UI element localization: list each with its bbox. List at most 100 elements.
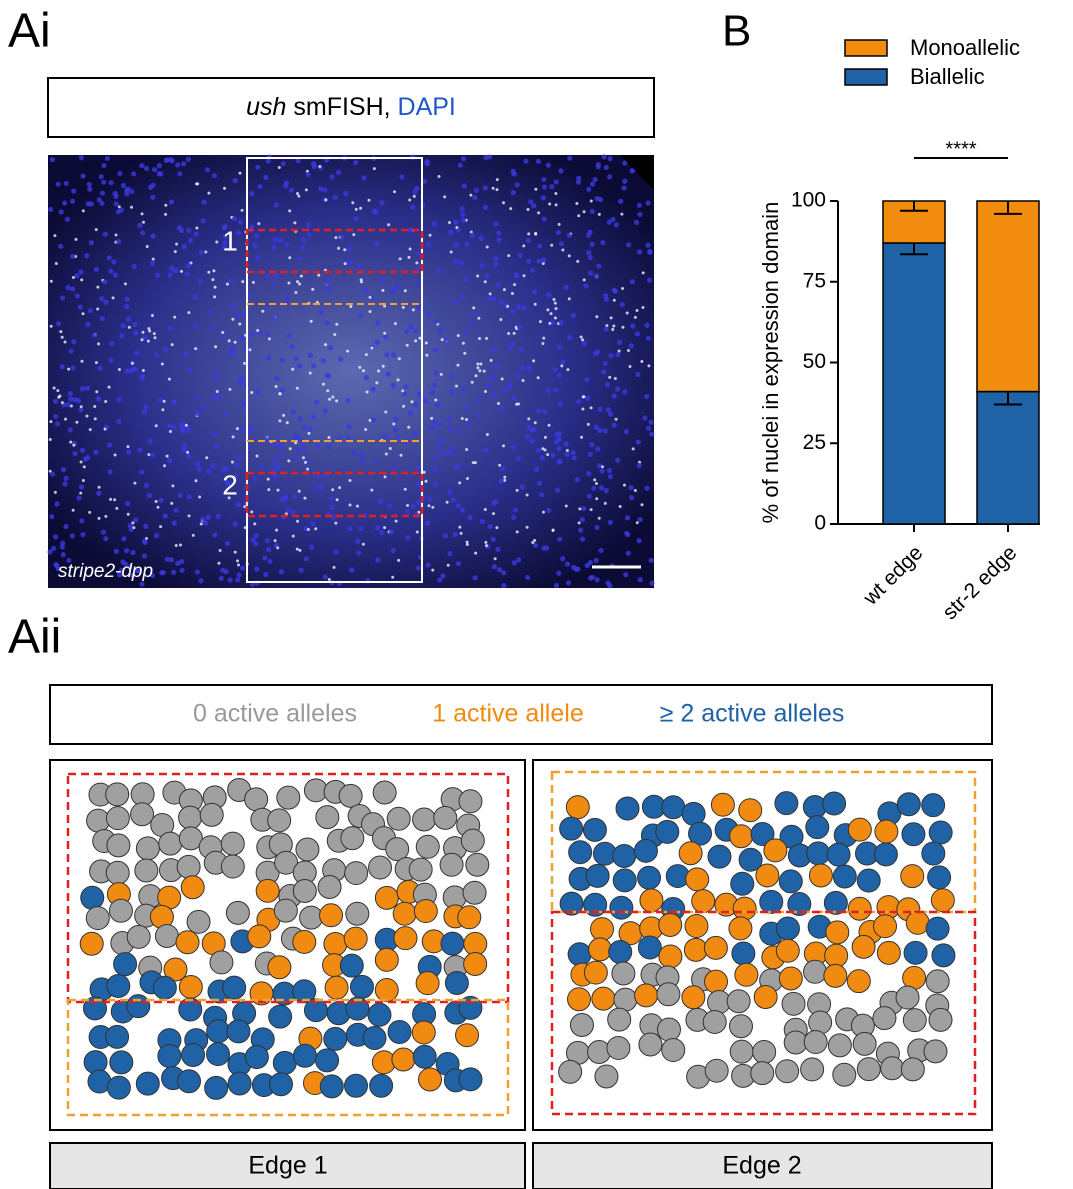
nucleus-dot — [98, 366, 103, 371]
cell — [344, 1074, 367, 1097]
nucleus-dot — [382, 434, 387, 439]
nucleus-dot — [72, 451, 77, 456]
nucleus-dot — [296, 192, 299, 195]
nucleus-dot — [167, 423, 172, 428]
cell — [833, 1063, 856, 1086]
nucleus-dot — [255, 165, 260, 170]
nucleus-dot — [402, 391, 407, 396]
cell — [731, 872, 754, 895]
nucleus-dot — [124, 282, 127, 285]
nucleus-dot — [130, 206, 133, 209]
nucleus-dot — [426, 242, 431, 247]
nucleus-dot — [168, 378, 171, 381]
nucleus-dot — [155, 273, 160, 278]
nucleus-dot — [263, 175, 268, 180]
nucleus-dot — [142, 369, 145, 372]
nucleus-dot — [71, 188, 76, 193]
nucleus-dot — [101, 180, 106, 185]
nucleus-dot — [299, 568, 304, 573]
cell — [901, 865, 924, 888]
nucleus-dot — [556, 459, 561, 464]
nucleus-dot — [124, 297, 129, 302]
nucleus-dot — [478, 337, 481, 340]
nucleus-dot — [537, 481, 542, 486]
nucleus-dot — [346, 424, 351, 429]
nucleus-dot — [309, 372, 312, 375]
nucleus-dot — [578, 528, 583, 533]
nucleus-dot — [63, 476, 68, 481]
cell — [639, 1033, 662, 1056]
nucleus-dot — [596, 264, 601, 269]
nucleus-dot — [132, 264, 137, 269]
nucleus-dot — [517, 325, 522, 330]
nucleus-dot — [408, 410, 413, 415]
nucleus-dot — [150, 233, 155, 238]
nucleus-dot — [260, 463, 265, 468]
cell — [461, 829, 484, 852]
nucleus-dot — [437, 577, 442, 582]
nucleus-dot — [179, 568, 184, 573]
nucleus-dot — [109, 358, 114, 363]
nucleus-dot — [393, 286, 398, 291]
nucleus-dot — [375, 320, 380, 325]
nucleus-dot — [254, 566, 259, 571]
nucleus-dot — [55, 421, 60, 426]
panel-caption: Edge 1 — [248, 1152, 327, 1180]
nucleus-dot — [249, 191, 254, 196]
nucleus-dot — [575, 477, 580, 482]
nucleus-dot — [612, 288, 617, 293]
cell — [466, 853, 489, 876]
nucleus-dot — [430, 417, 433, 420]
nucleus-dot — [195, 182, 198, 185]
nucleus-dot — [461, 156, 466, 161]
cell — [127, 925, 150, 948]
cell — [325, 976, 348, 999]
nucleus-dot — [559, 320, 564, 325]
nucleus-dot — [88, 308, 93, 313]
nucleus-dot — [436, 445, 441, 450]
cell — [210, 951, 233, 974]
cell — [114, 953, 137, 976]
cell — [440, 853, 463, 876]
nucleus-dot — [384, 475, 387, 478]
nucleus-dot — [540, 455, 545, 460]
nucleus-dot — [560, 359, 565, 364]
nucleus-dot — [456, 561, 461, 566]
cell — [751, 1062, 774, 1085]
nucleus-dot — [346, 350, 349, 353]
nucleus-dot — [440, 373, 443, 376]
probe: smFISH, — [286, 93, 397, 121]
nucleus-dot — [625, 515, 630, 520]
nucleus-dot — [596, 162, 601, 167]
nucleus-dot — [433, 456, 438, 461]
nucleus-dot — [612, 394, 617, 399]
nucleus-dot — [291, 368, 294, 371]
nucleus-dot — [453, 220, 458, 225]
cell — [340, 954, 363, 977]
nucleus-dot — [79, 518, 84, 523]
nucleus-dot — [96, 396, 101, 401]
cell — [847, 970, 870, 993]
nucleus-dot — [232, 435, 235, 438]
nucleus-dot — [177, 225, 182, 230]
nucleus-dot — [54, 501, 59, 506]
nucleus-dot — [375, 558, 380, 563]
nucleus-dot — [212, 432, 217, 437]
nucleus-dot — [120, 323, 125, 328]
cell — [324, 932, 347, 955]
nucleus-dot — [362, 175, 367, 180]
nucleus-dot — [567, 335, 572, 340]
nucleus-dot — [590, 242, 595, 247]
cell — [608, 1008, 631, 1031]
nucleus-dot — [416, 565, 421, 570]
nucleus-dot — [108, 180, 113, 185]
nucleus-dot — [389, 529, 394, 534]
nucleus-dot — [231, 350, 236, 355]
nucleus-dot — [646, 426, 651, 431]
nucleus-dot — [89, 201, 94, 206]
cell — [107, 1076, 130, 1099]
nucleus-dot — [607, 583, 612, 588]
image-title: ush smFISH, DAPI — [246, 93, 456, 121]
nucleus-dot — [297, 363, 302, 368]
cell — [179, 975, 202, 998]
